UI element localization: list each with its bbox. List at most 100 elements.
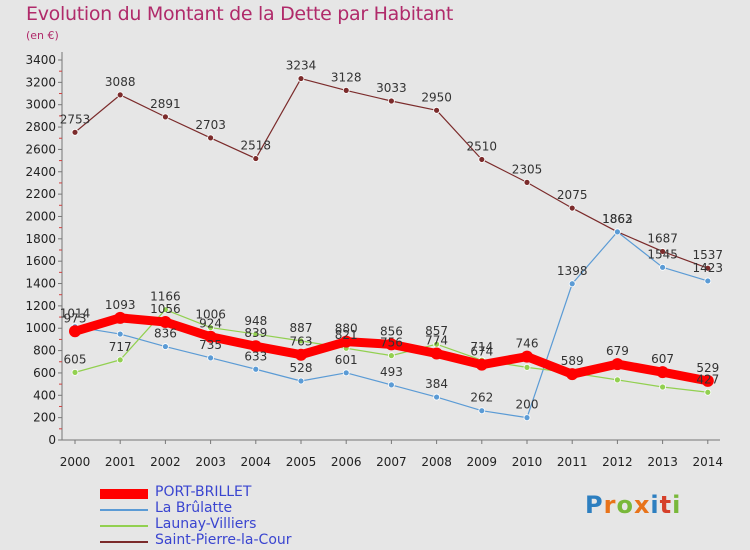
x-tick-label: 2001	[105, 455, 136, 469]
data-point	[433, 106, 441, 114]
data-point	[69, 325, 81, 338]
data-point	[114, 311, 127, 324]
data-label: 200	[516, 398, 539, 412]
data-point	[614, 228, 621, 236]
proxiti-logo: Proxiti	[585, 491, 682, 519]
data-point	[387, 97, 395, 105]
data-point	[297, 377, 305, 385]
legend-label: Launay-Villiers	[155, 516, 257, 532]
data-label: 756	[380, 336, 403, 350]
data-point	[295, 348, 307, 361]
data-point	[204, 330, 217, 343]
y-tick-label: 1600	[25, 254, 56, 268]
data-point	[430, 347, 443, 360]
y-tick-label: 1200	[25, 299, 56, 313]
y-tick-label: 3000	[25, 98, 56, 112]
data-point	[116, 330, 124, 338]
y-tick-label: 600	[33, 366, 56, 380]
data-point	[566, 368, 579, 381]
data-label: 1687	[647, 231, 678, 245]
data-label: 1166	[150, 290, 181, 304]
data-label: 607	[651, 352, 674, 366]
data-point	[704, 264, 712, 272]
y-tick-label: 400	[33, 388, 56, 402]
data-label: 1056	[150, 302, 181, 316]
data-label: 2518	[241, 139, 272, 153]
data-point	[342, 369, 350, 377]
y-tick-label: 2400	[25, 165, 56, 179]
data-label: 2891	[150, 97, 181, 111]
y-tick-label: 2000	[25, 209, 56, 223]
data-point	[433, 393, 441, 401]
data-point	[614, 376, 621, 384]
data-label: 1545	[647, 247, 678, 261]
data-label: 839	[244, 326, 267, 340]
data-point	[207, 354, 215, 362]
data-point	[478, 156, 486, 163]
x-tick-label: 2014	[693, 455, 724, 469]
data-label: 857	[425, 324, 448, 338]
data-label: 528	[290, 361, 313, 375]
data-label: 774	[425, 333, 448, 347]
data-point	[116, 91, 124, 99]
data-point	[704, 388, 712, 396]
x-tick-label: 2011	[557, 455, 588, 469]
x-tick-label: 2007	[376, 455, 407, 469]
data-point	[116, 356, 124, 364]
data-point	[207, 324, 215, 331]
y-tick-label: 0	[48, 433, 56, 447]
data-point	[478, 407, 486, 415]
data-label: 1862	[602, 212, 633, 226]
data-point	[297, 337, 305, 345]
y-tick-label: 2200	[25, 187, 56, 201]
x-tick-label: 2005	[286, 455, 317, 469]
data-point	[704, 277, 712, 285]
data-point	[387, 381, 395, 389]
data-point	[207, 134, 215, 142]
data-label: 887	[290, 321, 313, 335]
data-label: 924	[199, 317, 222, 331]
data-label: 2305	[512, 162, 543, 176]
data-label: 1398	[557, 264, 588, 278]
y-tick-label: 3400	[25, 53, 56, 67]
data-point	[159, 315, 172, 328]
chart-unit: (en €)	[26, 29, 59, 42]
data-point	[387, 352, 395, 360]
data-point	[568, 280, 576, 288]
data-point	[385, 338, 398, 351]
data-label: 856	[380, 324, 403, 338]
y-tick-label: 1000	[25, 321, 56, 335]
legend-label: PORT-BRILLET	[155, 484, 252, 500]
chart-title: Evolution du Montant de la Dette par Hab…	[26, 3, 454, 25]
legend-label: La Brûlatte	[155, 500, 233, 516]
data-point	[523, 363, 531, 371]
data-point	[252, 330, 260, 338]
data-point	[475, 358, 488, 371]
data-label: 3088	[105, 75, 136, 89]
x-tick-label: 2000	[60, 455, 91, 469]
data-point	[249, 340, 262, 353]
data-point	[523, 414, 531, 422]
data-label: 2075	[557, 188, 588, 202]
data-point	[161, 343, 169, 350]
data-label: 821	[335, 328, 358, 342]
data-label: 880	[335, 322, 358, 336]
x-tick-label: 2002	[150, 455, 181, 469]
y-tick-label: 2800	[25, 120, 56, 134]
legend-swatch	[100, 541, 148, 543]
data-point	[161, 306, 169, 314]
data-point	[252, 365, 260, 373]
data-point	[297, 75, 305, 82]
data-label: 427	[696, 372, 719, 386]
data-label: 735	[199, 338, 222, 352]
data-label: 2950	[421, 90, 452, 104]
y-tick-label: 2600	[25, 142, 56, 156]
legend-label: Saint-Pierre-la-Cour	[155, 532, 292, 548]
line-chart: 0 200 400 600 800 1000 1200 1400 1600 1800 2000 220…	[25, 52, 724, 469]
data-label: 1093	[105, 298, 136, 312]
data-point	[521, 350, 533, 363]
data-label: 714	[470, 340, 493, 354]
data-label: 948	[244, 314, 267, 328]
data-point	[433, 340, 441, 348]
x-tick-label: 2010	[512, 455, 543, 469]
